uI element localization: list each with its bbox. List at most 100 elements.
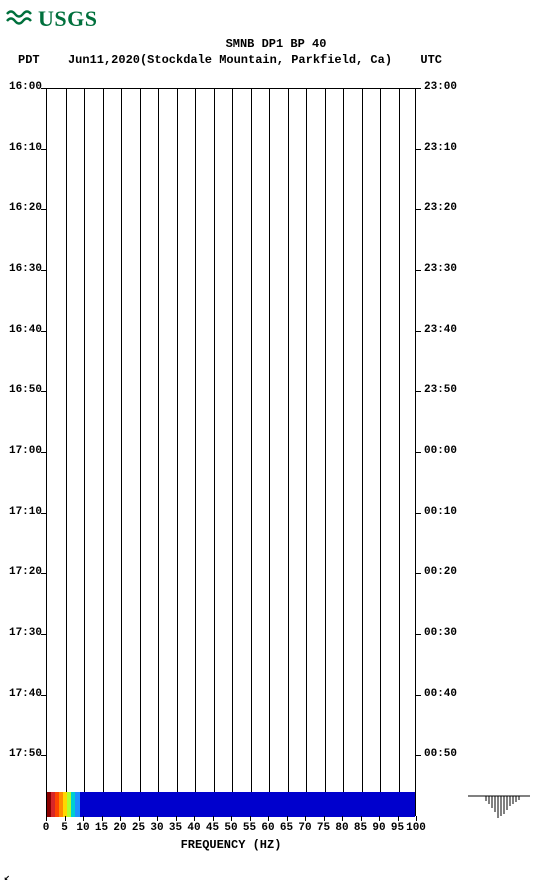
gridline-vertical: [195, 89, 196, 815]
y-tick-right: 23:50: [424, 384, 457, 396]
tz-left-label: PDT: [18, 52, 40, 68]
x-tick: 95: [391, 822, 404, 834]
tick-mark: [416, 88, 421, 89]
x-tick: 75: [317, 822, 330, 834]
tick-mark: [416, 270, 421, 271]
tick-mark: [83, 816, 84, 821]
y-tick-left: 17:50: [4, 748, 42, 760]
tick-mark: [398, 816, 399, 821]
spectrogram-chart: [46, 88, 416, 816]
tick-mark: [416, 331, 421, 332]
gridline-vertical: [251, 89, 252, 815]
tick-mark: [41, 270, 46, 271]
y-tick-right: 00:30: [424, 627, 457, 639]
tick-mark: [416, 695, 421, 696]
footer-mark: ↙: [4, 872, 10, 884]
usgs-logo-text: USGS: [38, 6, 97, 32]
gridline-vertical: [214, 89, 215, 815]
spectrogram-data-band: [47, 792, 415, 817]
tz-right-label: UTC: [420, 52, 442, 68]
tick-mark: [41, 149, 46, 150]
tick-mark: [65, 816, 66, 821]
x-tick: 90: [372, 822, 385, 834]
y-tick-left: 16:20: [4, 202, 42, 214]
chart-subtitle: PDT Jun11,2020(Stockdale Mountain, Parkf…: [0, 52, 552, 68]
y-tick-right: 23:20: [424, 202, 457, 214]
date-location: Jun11,2020(Stockdale Mountain, Parkfield…: [68, 52, 392, 68]
tick-mark: [41, 452, 46, 453]
gridline-vertical: [399, 89, 400, 815]
gridline-vertical: [140, 89, 141, 815]
tick-mark: [41, 695, 46, 696]
gridline-vertical: [325, 89, 326, 815]
x-tick: 25: [132, 822, 145, 834]
gridline-vertical: [177, 89, 178, 815]
x-tick: 60: [261, 822, 274, 834]
x-tick: 35: [169, 822, 182, 834]
x-tick: 20: [113, 822, 126, 834]
x-tick: 85: [354, 822, 367, 834]
y-tick-left: 16:10: [4, 142, 42, 154]
x-tick: 70: [298, 822, 311, 834]
tick-mark: [41, 573, 46, 574]
x-tick: 55: [243, 822, 256, 834]
usgs-wave-icon: [6, 7, 34, 32]
tick-mark: [379, 816, 380, 821]
tick-mark: [213, 816, 214, 821]
tick-mark: [41, 209, 46, 210]
gridline-vertical: [306, 89, 307, 815]
tick-mark: [416, 573, 421, 574]
gridline-vertical: [288, 89, 289, 815]
tick-mark: [416, 149, 421, 150]
x-tick: 50: [224, 822, 237, 834]
side-seismogram: [468, 792, 530, 820]
y-tick-left: 16:00: [4, 81, 42, 93]
y-tick-right: 23:40: [424, 324, 457, 336]
tick-mark: [41, 331, 46, 332]
tick-mark: [416, 513, 421, 514]
x-tick: 40: [187, 822, 200, 834]
tick-mark: [157, 816, 158, 821]
y-tick-left: 17:10: [4, 506, 42, 518]
x-tick: 15: [95, 822, 108, 834]
tick-mark: [41, 88, 46, 89]
gridline-vertical: [232, 89, 233, 815]
tick-mark: [361, 816, 362, 821]
tick-mark: [250, 816, 251, 821]
y-tick-right: 23:00: [424, 81, 457, 93]
tick-mark: [268, 816, 269, 821]
x-tick: 30: [150, 822, 163, 834]
x-tick: 5: [61, 822, 68, 834]
y-tick-left: 17:00: [4, 445, 42, 457]
tick-mark: [102, 816, 103, 821]
gridline-vertical: [380, 89, 381, 815]
gridline-vertical: [343, 89, 344, 815]
tick-mark: [41, 634, 46, 635]
y-tick-left: 17:20: [4, 566, 42, 578]
y-tick-right: 00:50: [424, 748, 457, 760]
tick-mark: [416, 452, 421, 453]
gridline-vertical: [66, 89, 67, 815]
tick-mark: [416, 634, 421, 635]
tick-mark: [416, 755, 421, 756]
x-tick: 80: [335, 822, 348, 834]
x-axis-label: FREQUENCY (HZ): [181, 838, 282, 852]
tick-mark: [287, 816, 288, 821]
y-tick-right: 00:10: [424, 506, 457, 518]
y-tick-left: 16:30: [4, 263, 42, 275]
tick-mark: [139, 816, 140, 821]
y-tick-right: 00:20: [424, 566, 457, 578]
x-tick: 45: [206, 822, 219, 834]
spectro-segment: [80, 792, 415, 817]
tick-mark: [231, 816, 232, 821]
usgs-logo: USGS: [6, 6, 97, 32]
chart-title: SMNB DP1 BP 40: [0, 36, 552, 52]
tick-mark: [416, 209, 421, 210]
y-tick-left: 17:30: [4, 627, 42, 639]
gridline-vertical: [362, 89, 363, 815]
gridline-vertical: [84, 89, 85, 815]
gridline-vertical: [103, 89, 104, 815]
tick-mark: [416, 391, 421, 392]
tick-mark: [194, 816, 195, 821]
tick-mark: [176, 816, 177, 821]
